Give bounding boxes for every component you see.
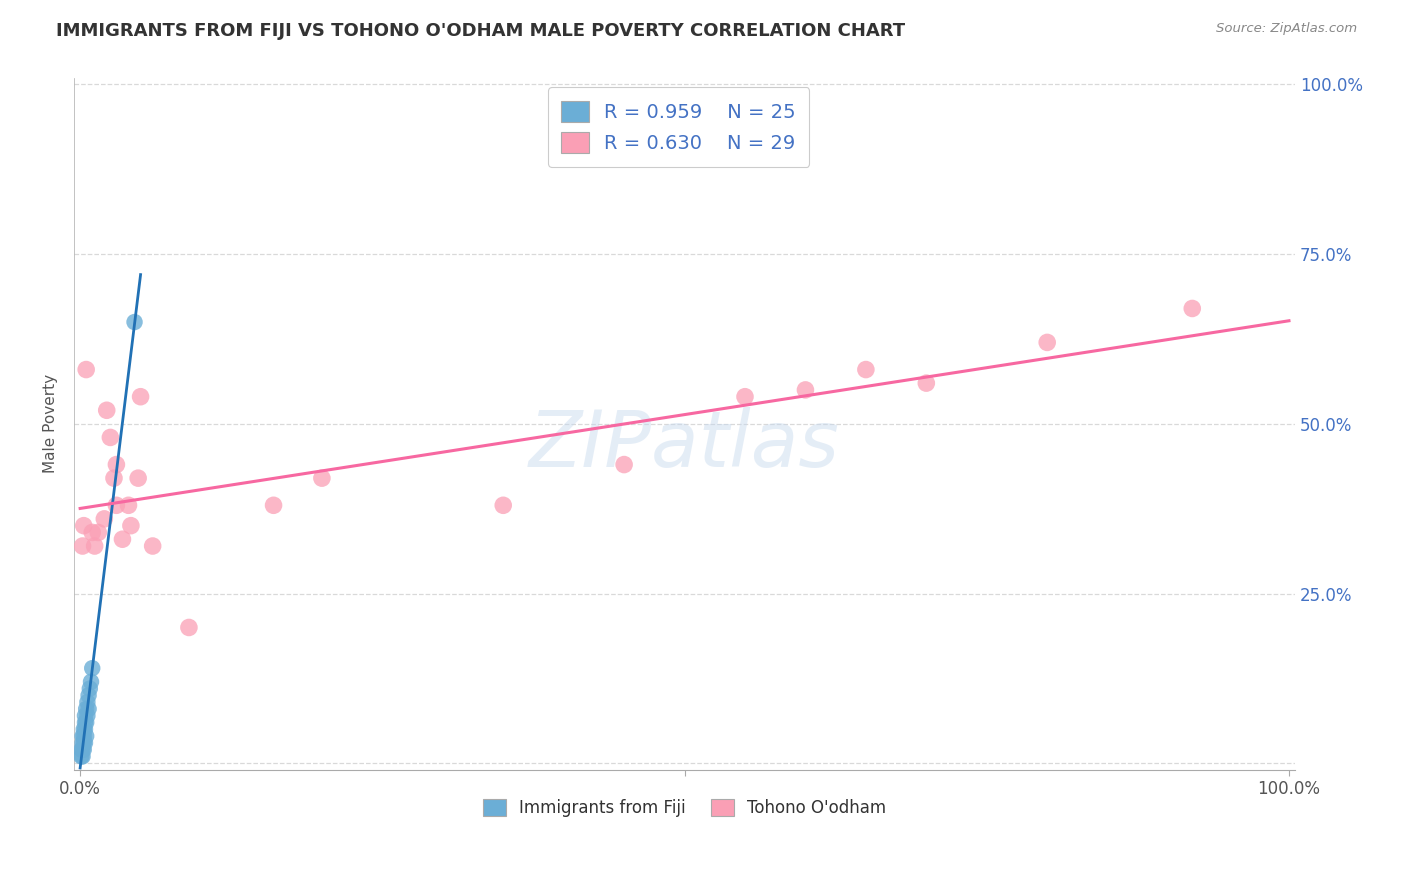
Point (73, 518, 96, 533)
Point (83, 539, 105, 553)
Point (105, 458, 128, 472)
Point (855, 362, 877, 376)
Point (263, 498, 285, 512)
Point (613, 458, 636, 472)
Point (1181, 301, 1204, 316)
Point (77, 702, 100, 716)
Point (117, 498, 139, 512)
Point (98, 430, 121, 444)
Point (73, 736, 96, 750)
Point (915, 376, 938, 391)
Point (120, 518, 142, 533)
Point (492, 498, 515, 512)
Point (75, 729, 97, 743)
Point (77, 689, 100, 703)
Point (76, 708, 98, 723)
Point (80, 674, 103, 689)
Point (72, 749, 94, 764)
Point (79, 681, 101, 696)
Point (76, 695, 98, 709)
Text: ZIPatlas: ZIPatlas (529, 407, 839, 483)
Point (96, 403, 118, 417)
Point (311, 471, 333, 485)
Point (72, 729, 94, 743)
Text: IMMIGRANTS FROM FIJI VS TOHONO O'ODHAM MALE POVERTY CORRELATION CHART: IMMIGRANTS FROM FIJI VS TOHONO O'ODHAM M… (56, 22, 905, 40)
Text: Source: ZipAtlas.com: Source: ZipAtlas.com (1216, 22, 1357, 36)
Point (75, 715, 97, 730)
Point (70, 749, 93, 764)
Point (73, 723, 96, 737)
Point (73, 715, 96, 730)
Point (794, 383, 817, 397)
Point (103, 471, 125, 485)
Legend: Immigrants from Fiji, Tohono O'odham: Immigrants from Fiji, Tohono O'odham (475, 792, 893, 824)
Point (73, 736, 96, 750)
Point (72, 742, 94, 756)
Point (82, 661, 104, 675)
Point (73, 742, 96, 756)
Point (129, 390, 152, 404)
Point (73, 723, 96, 737)
Point (87, 525, 110, 540)
Y-axis label: Male Poverty: Male Poverty (44, 375, 58, 474)
Point (142, 539, 165, 553)
Point (124, 315, 146, 329)
Point (734, 390, 756, 404)
Point (72, 736, 94, 750)
Point (1036, 335, 1059, 350)
Point (72, 539, 94, 553)
Point (75, 362, 97, 376)
Point (177, 620, 200, 634)
Point (70, 742, 93, 756)
Point (105, 498, 128, 512)
Point (73, 708, 96, 723)
Point (82, 525, 104, 540)
Point (73, 729, 96, 743)
Point (75, 702, 97, 716)
Point (127, 471, 149, 485)
Point (93, 512, 115, 526)
Point (111, 533, 134, 547)
